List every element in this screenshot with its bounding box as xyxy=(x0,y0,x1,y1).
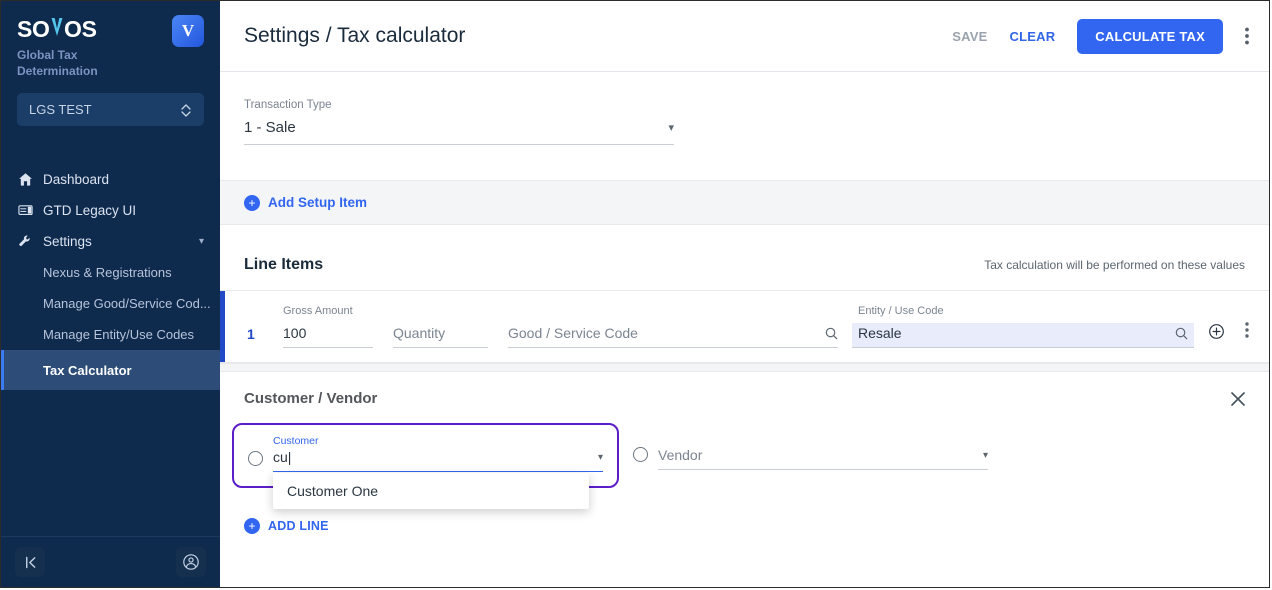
svg-text:SO: SO xyxy=(17,17,50,42)
svg-text:OS: OS xyxy=(64,17,97,42)
